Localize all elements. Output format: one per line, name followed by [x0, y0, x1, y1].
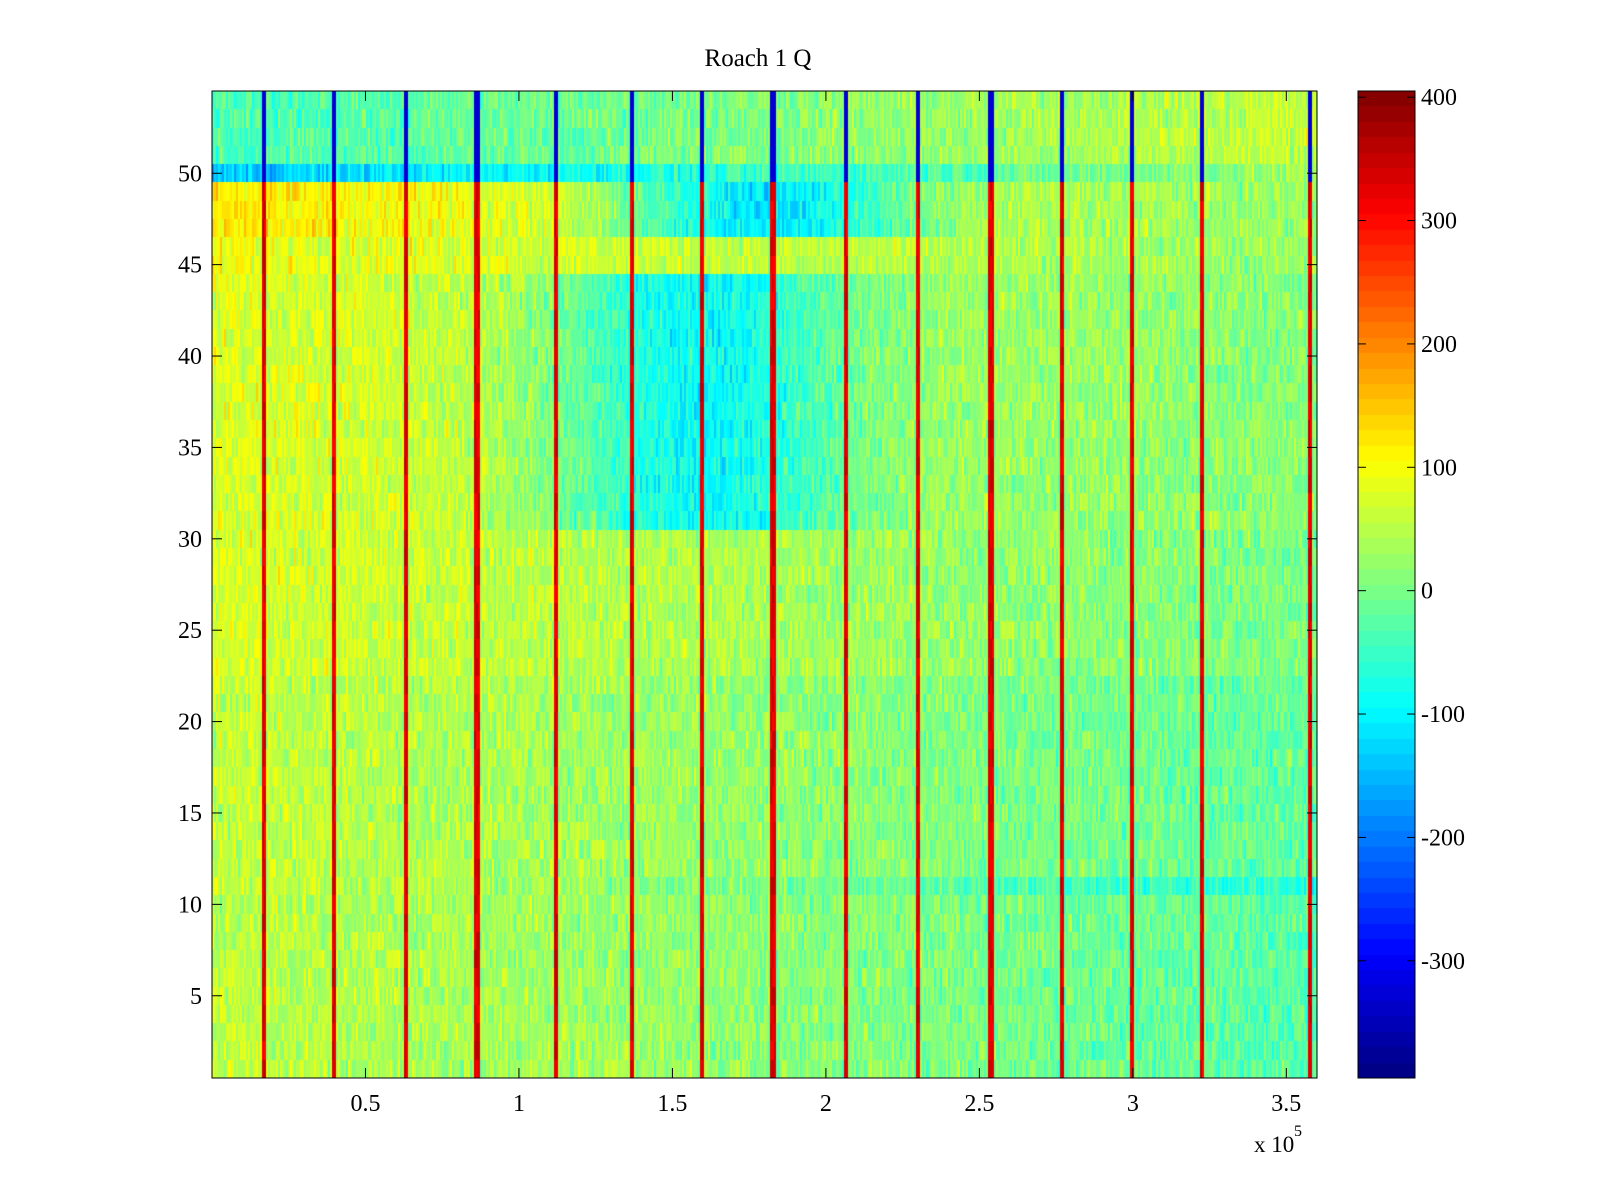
colorbar-tick-label: -100	[1421, 702, 1465, 728]
x-tick-label: 3	[1127, 1091, 1139, 1117]
x-tick-label: 1.5	[657, 1091, 687, 1117]
chart-title: Roach 1 Q	[705, 45, 812, 72]
x-axis-ticks: 0.5 1 1.5 2 2.5 3 3.5	[350, 91, 1301, 1117]
colorbar-tick-label: -200	[1421, 825, 1465, 851]
colorbar-tick-label: 100	[1421, 455, 1457, 481]
y-axis-ticks: 5 10 15 20 25 30 35 40 45 50	[178, 161, 1317, 1010]
y-tick-label: 10	[178, 892, 202, 918]
heatmap-image	[212, 91, 1317, 1078]
y-tick-label: 50	[178, 161, 202, 187]
y-tick-label: 20	[178, 710, 202, 736]
x-exponent-label: x 10	[1254, 1132, 1294, 1157]
plot-frame	[211, 90, 1318, 1079]
colorbar-gradient	[1358, 91, 1415, 1078]
x-tick-label: 0.5	[350, 1091, 380, 1117]
x-tick-label: 1	[513, 1091, 525, 1117]
x-tick-label: 3.5	[1271, 1091, 1301, 1117]
y-tick-label: 5	[190, 984, 202, 1010]
y-tick-label: 35	[178, 435, 202, 461]
colorbar-frame	[1357, 90, 1416, 1079]
colorbar-ticks: -300 -200 -100 0 100 200 300 400	[1358, 85, 1465, 975]
x-exponent-power: 5	[1294, 1123, 1302, 1140]
colorbar-tick-label: 400	[1421, 85, 1457, 111]
colorbar-tick-label: -300	[1421, 949, 1465, 975]
y-tick-label: 15	[178, 801, 202, 827]
colorbar-tick-label: 0	[1421, 579, 1433, 605]
x-tick-label: 2	[820, 1091, 832, 1117]
colorbar-tick-label: 200	[1421, 332, 1457, 358]
x-tick-label: 2.5	[964, 1091, 994, 1117]
y-tick-label: 25	[178, 618, 202, 644]
y-tick-label: 40	[178, 344, 202, 370]
y-tick-label: 45	[178, 253, 202, 279]
colorbar-tick-label: 300	[1421, 209, 1457, 235]
y-tick-label: 30	[178, 527, 202, 553]
